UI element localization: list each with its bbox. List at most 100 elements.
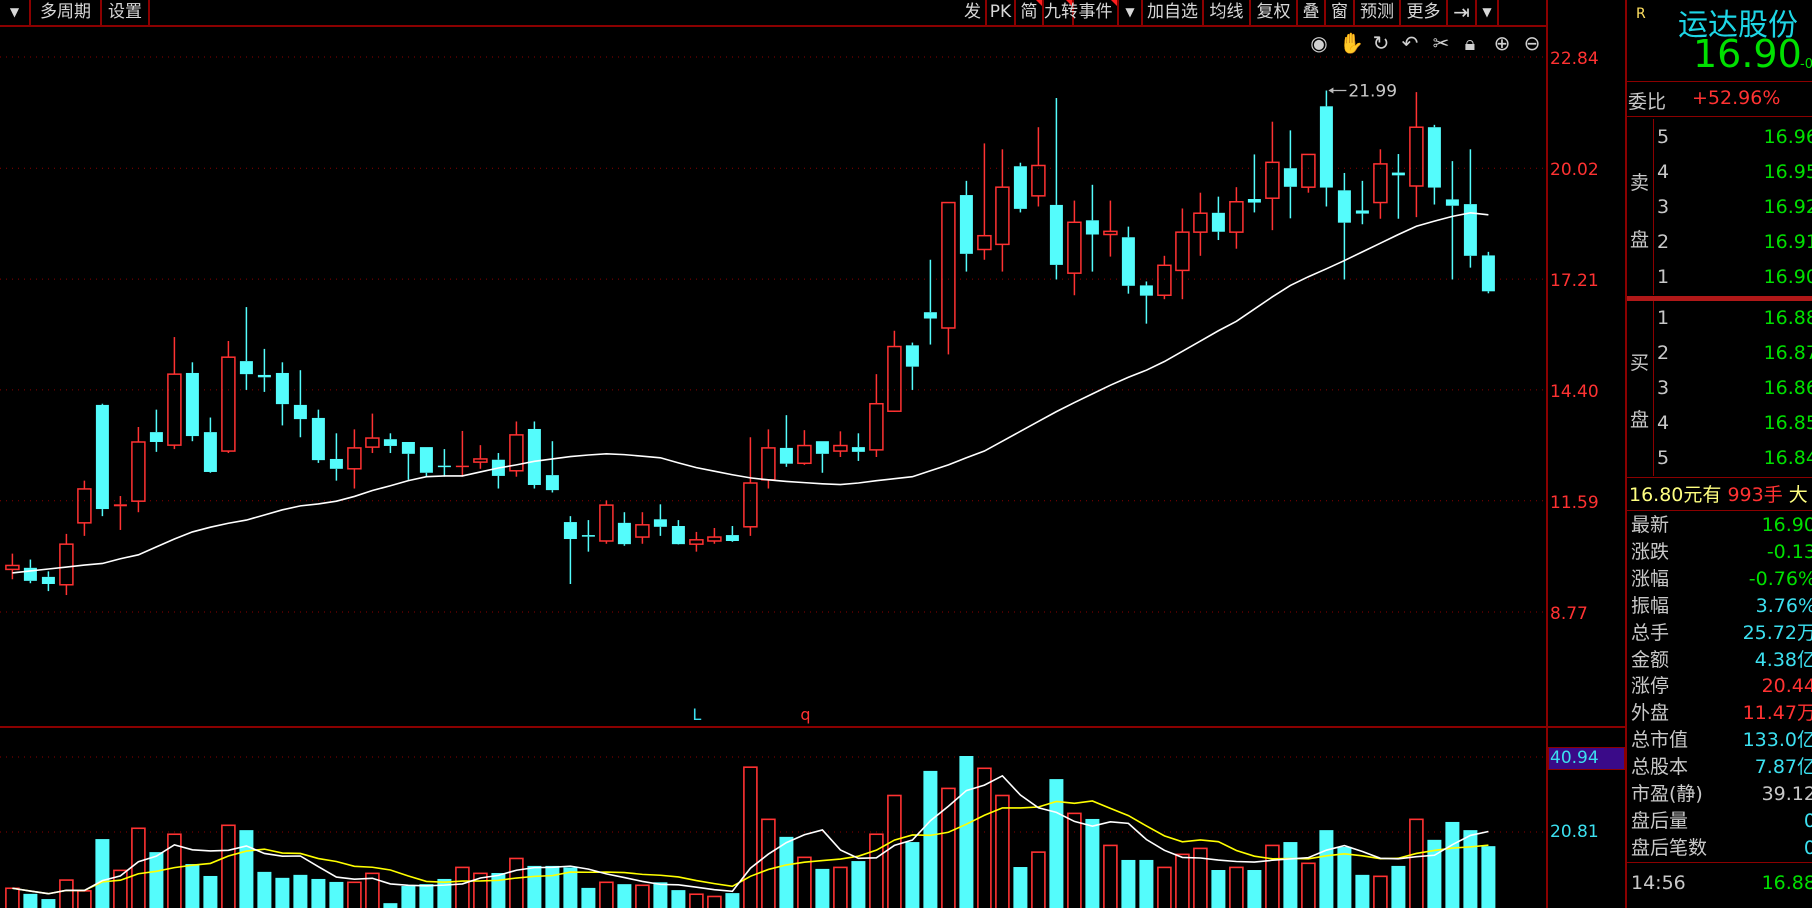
toolbar-button-10[interactable]: 窗 [1326, 0, 1355, 25]
candle [1445, 161, 1459, 280]
volume-bar [167, 833, 182, 908]
candle-body [167, 373, 182, 446]
axis-border [1546, 0, 1548, 908]
buy-level-row[interactable]: 1 16.88 [1655, 303, 1812, 333]
undo-icon[interactable]: ↶ [1401, 31, 1419, 55]
zoom-out-icon[interactable]: ⊖ [1523, 31, 1541, 55]
candle [1049, 98, 1063, 280]
stat-value: 20.44 [1761, 675, 1812, 698]
stat-label: 总手 [1631, 621, 1670, 644]
sell-side-label: 卖 [1630, 172, 1650, 194]
stat-value: 4.38亿 [1754, 648, 1812, 671]
price-axis-label: 17.21 [1550, 271, 1599, 292]
volume-bar [329, 881, 344, 908]
buy-level-row[interactable]: 4 16.85 [1655, 408, 1812, 438]
multi-period-button[interactable]: 多周期 [31, 0, 102, 25]
candle-body [1211, 212, 1225, 232]
buy-level-row[interactable]: 2 16.87 [1655, 338, 1812, 368]
stat-row: 最新 16.90 [1629, 512, 1812, 538]
settings-button[interactable]: 设置 [102, 0, 150, 25]
toolbar-button-7[interactable]: 均线 [1204, 0, 1251, 25]
scissors-icon[interactable]: ✂ [1432, 31, 1450, 55]
candle [905, 342, 919, 390]
candle-body [671, 526, 685, 545]
volume-bar [1067, 812, 1082, 908]
candle-body [1265, 161, 1280, 199]
candle [977, 143, 992, 260]
toolbar-button-5[interactable]: ▼ [1119, 0, 1143, 25]
sell-level: 1 [1657, 266, 1670, 288]
candle [77, 480, 92, 536]
buy-level-row[interactable]: 5 16.84 [1655, 443, 1812, 473]
event-marker[interactable]: q [800, 705, 810, 724]
sell-price: 16.96 [1763, 126, 1812, 148]
toolbar-divider [0, 25, 1547, 27]
volume-bar [779, 836, 794, 908]
toolbar-button-1[interactable]: PK [987, 0, 1016, 25]
candle [1175, 208, 1190, 300]
volume-bar [149, 852, 164, 908]
sell-level: 2 [1657, 231, 1670, 253]
weibi-value: +52.96% [1692, 87, 1781, 109]
event-marker[interactable]: L [692, 705, 701, 724]
buy-price: 16.88 [1763, 307, 1812, 329]
candle [1481, 251, 1495, 294]
toolbar-button-0[interactable]: 发 [960, 0, 987, 25]
sell-level: 5 [1657, 126, 1670, 148]
candle [473, 445, 488, 469]
toolbar-button-14[interactable]: ▼ [1477, 0, 1499, 25]
kline-chart[interactable]: 21.99 L q [0, 0, 1547, 908]
volume-bar [131, 827, 146, 908]
stat-value: 11.47万 [1742, 702, 1812, 725]
hand-icon[interactable]: ✋ [1339, 31, 1364, 55]
toolbar-button-6[interactable]: 加自选 [1143, 0, 1204, 25]
volume-bar [527, 865, 542, 908]
candle [329, 433, 343, 481]
candle-body [329, 458, 343, 469]
candle-body [221, 356, 236, 452]
eye-icon[interactable]: ◉ [1310, 31, 1328, 55]
sell-level-row[interactable]: 3 16.92 [1655, 192, 1812, 222]
toolbar-button-8[interactable]: 复权 [1251, 0, 1298, 25]
stat-value: 0 [1803, 809, 1812, 832]
volume-bar [221, 824, 236, 908]
toolbar-button-11[interactable]: 预测 [1355, 0, 1401, 25]
sell-level: 4 [1657, 161, 1670, 183]
weibi-label: 委比 [1628, 91, 1667, 113]
zoom-in-icon[interactable]: ⊕ [1493, 31, 1511, 55]
volume-bar [491, 872, 506, 908]
toolbar-button-2[interactable]: 简 [1016, 0, 1044, 25]
candle [1085, 184, 1099, 272]
sell-level-row[interactable]: 1 16.90 [1655, 262, 1812, 292]
candle [779, 415, 793, 467]
stat-label: 盘后笔数 [1631, 836, 1708, 859]
candle-body [1157, 264, 1172, 297]
candle [923, 259, 937, 345]
stat-value: 25.72万 [1742, 621, 1812, 644]
sell-level-row[interactable]: 4 16.95 [1655, 157, 1812, 187]
candle [797, 430, 812, 465]
buy-level-row[interactable]: 3 16.86 [1655, 373, 1812, 403]
lock-icon[interactable]: 🔒︎ [1464, 31, 1476, 55]
candle [1013, 162, 1027, 213]
price-axis-label: 20.02 [1550, 160, 1599, 181]
sell-level-row[interactable]: 5 16.96 [1655, 122, 1812, 152]
toolbar-button-12[interactable]: 更多 [1401, 0, 1448, 25]
volume-bar [635, 884, 650, 908]
candle [1139, 281, 1153, 324]
candle [617, 512, 631, 546]
replay-icon[interactable]: ↻ [1372, 31, 1390, 55]
candle-body [1337, 190, 1351, 223]
buy-price: 16.85 [1763, 412, 1812, 434]
candle [5, 553, 20, 580]
menu-dropdown-button[interactable]: ▼ [0, 0, 31, 25]
toolbar-button-3[interactable]: 九转 [1044, 0, 1078, 25]
sell-level-row[interactable]: 2 16.91 [1655, 227, 1812, 257]
candle [581, 520, 595, 552]
divider [1627, 510, 1812, 511]
toolbar-button-4[interactable]: 事件 [1074, 0, 1119, 25]
buy-side-label: 买 [1630, 352, 1650, 374]
toolbar-button-13[interactable]: ⇥ [1448, 0, 1477, 25]
toolbar-button-9[interactable]: 叠 [1298, 0, 1326, 25]
high-marker-arrowhead [1328, 87, 1334, 94]
